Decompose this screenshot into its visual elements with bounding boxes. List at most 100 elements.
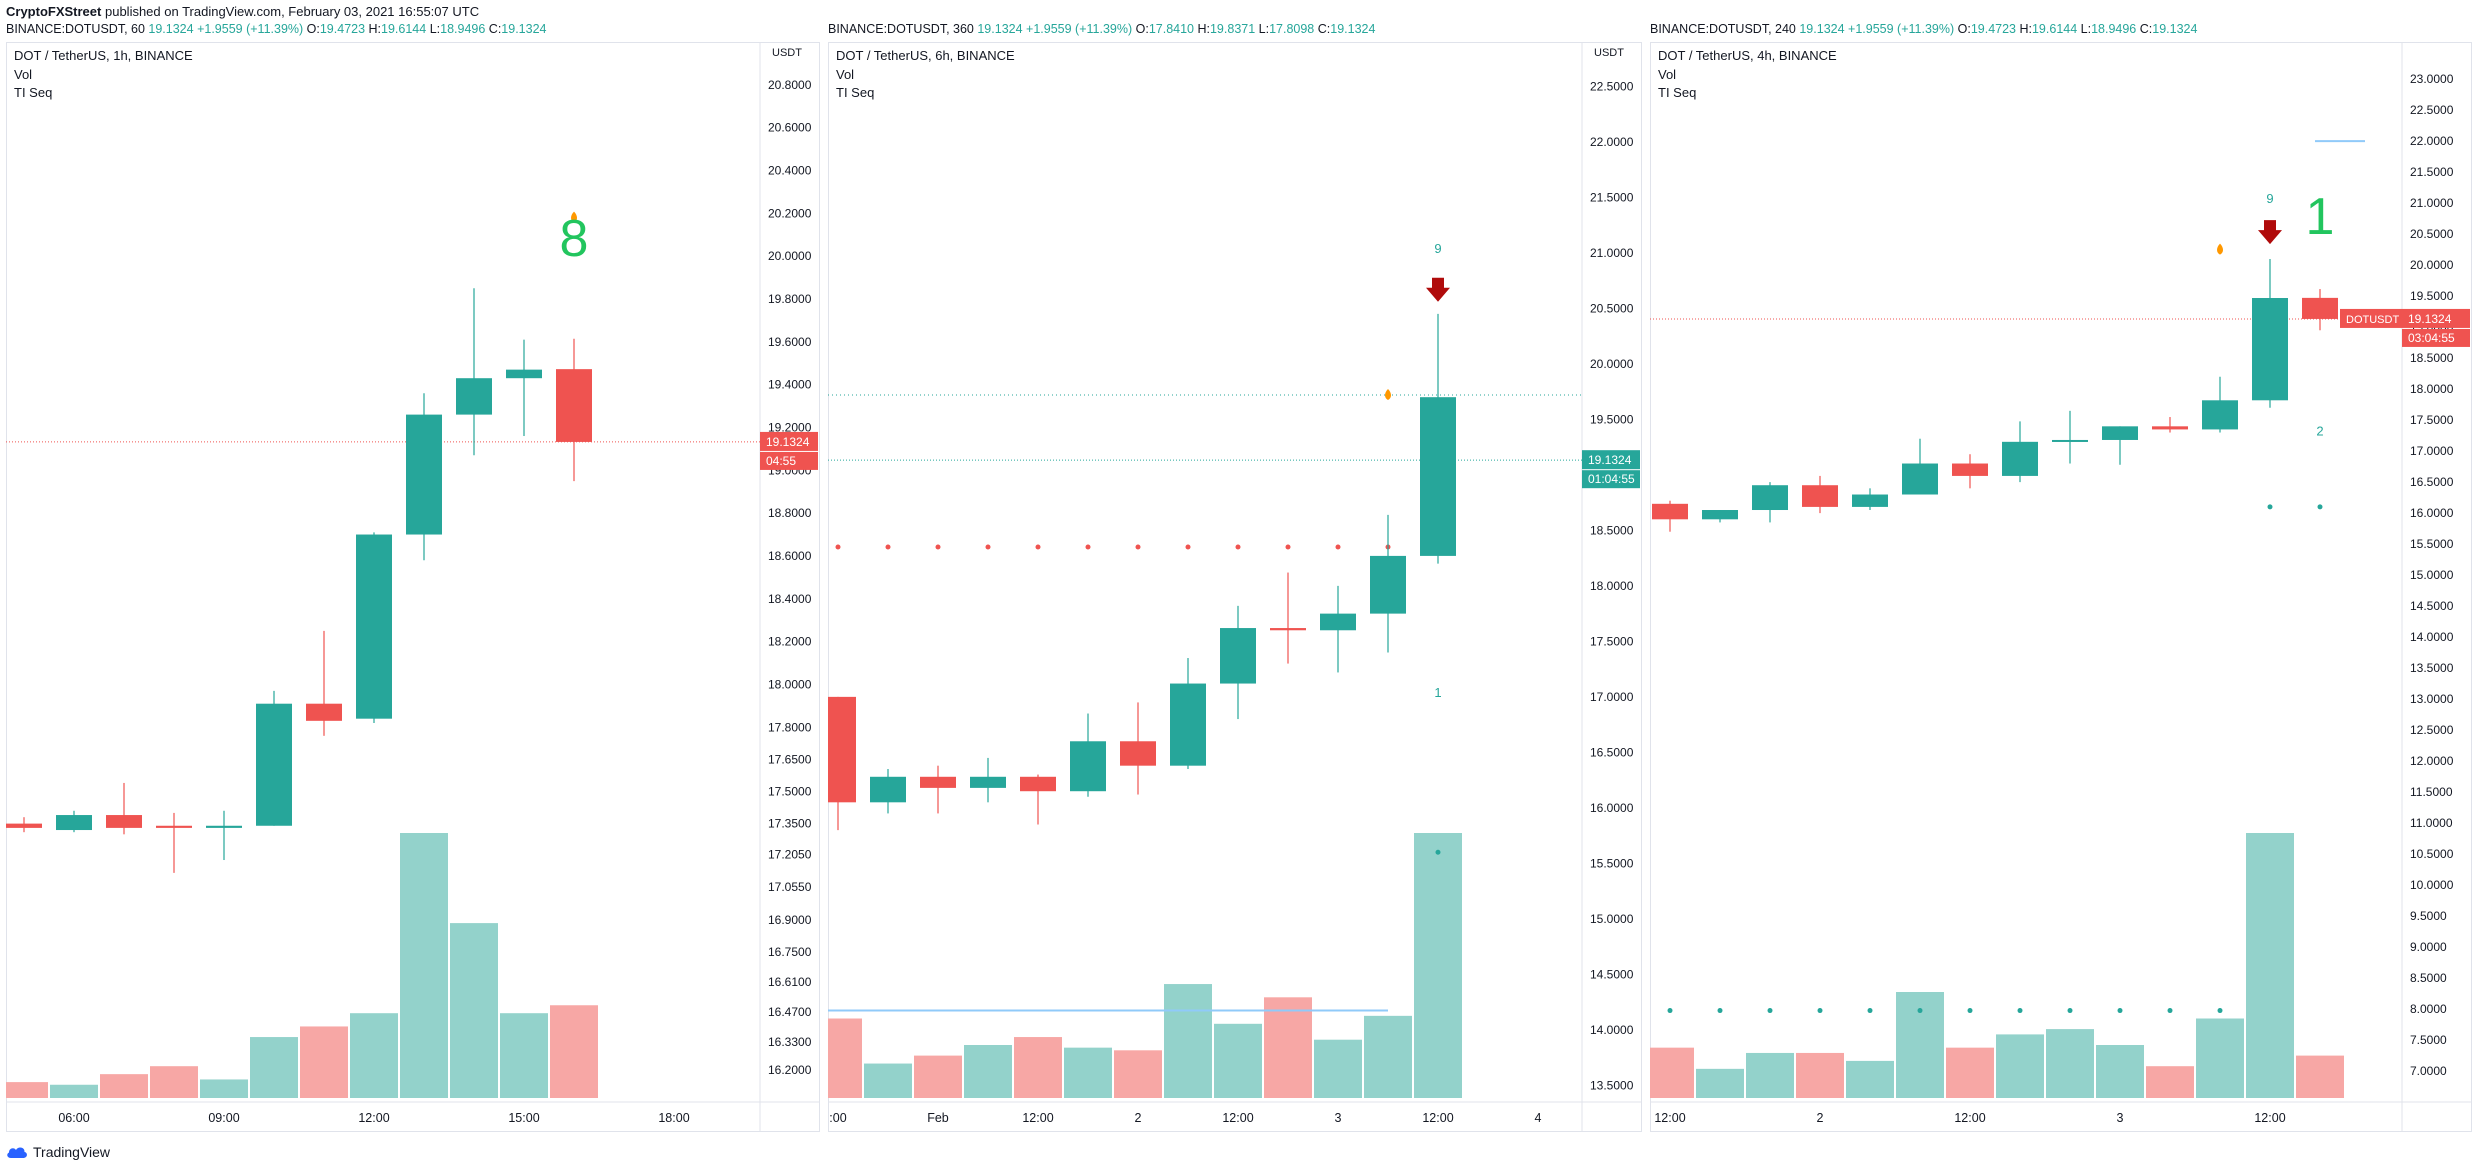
seq-dot xyxy=(1717,1008,1723,1014)
y-tick-label: 13.5000 xyxy=(2410,661,2454,675)
candle-body xyxy=(2102,426,2138,440)
ohlc-line: BINANCE:DOTUSDT, 360 19.1324 +1.9559 (+1… xyxy=(828,22,1376,36)
y-tick-label: 13.5000 xyxy=(1590,1078,1634,1092)
volume-bar xyxy=(1114,1050,1162,1098)
y-tick-label: 20.5000 xyxy=(2410,227,2454,241)
y-tick-label: 15.0000 xyxy=(2410,568,2454,582)
y-tick-label: 16.6100 xyxy=(768,975,812,989)
y-tick-label: 17.6500 xyxy=(768,752,812,766)
y-tick-label: 14.5000 xyxy=(1590,967,1634,981)
candle-body xyxy=(406,414,442,535)
legend-tiseq[interactable]: TI Seq xyxy=(1658,85,1697,100)
volume-bar xyxy=(200,1079,248,1098)
y-tick-label: 10.0000 xyxy=(2410,878,2454,892)
candle-body xyxy=(206,825,242,828)
y-tick-label: 14.0000 xyxy=(2410,630,2454,644)
legend-title[interactable]: DOT / TetherUS, 6h, BINANCE xyxy=(836,48,1015,63)
y-tick-label: 20.5000 xyxy=(1590,301,1634,315)
seq-dot xyxy=(2167,1008,2173,1014)
candle-body xyxy=(6,823,42,828)
volume-bar xyxy=(1696,1068,1744,1098)
legend: DOT / TetherUS, 4h, BINANCE Vol TI Seq xyxy=(1658,48,1837,100)
y-tick-label: 13.0000 xyxy=(2410,692,2454,706)
legend-title[interactable]: DOT / TetherUS, 4h, BINANCE xyxy=(1658,48,1837,63)
y-tick-label: 18.0000 xyxy=(768,677,812,691)
volume-bar xyxy=(1650,1047,1694,1098)
sell-arrow-icon xyxy=(1426,277,1450,302)
y-tick-label: 18.0000 xyxy=(2410,382,2454,396)
legend-tiseq[interactable]: TI Seq xyxy=(14,85,53,100)
chart-panel-4h[interactable]: BINANCE:DOTUSDT, 240 19.1324 +1.9559 (+1… xyxy=(1650,22,2472,1132)
y-tick-label: 16.9000 xyxy=(768,913,812,927)
candle-body xyxy=(356,534,392,719)
candle-body xyxy=(556,369,592,442)
volume-bar xyxy=(1746,1052,1794,1098)
chart-6h[interactable]: 22.5000 22.0000 21.5000 21.0000 20.5000 20.00… xyxy=(828,42,1642,1132)
author-name[interactable]: CryptoFXStreet xyxy=(6,4,102,19)
y-tick-label: 16.2000 xyxy=(768,1063,812,1077)
candle-body xyxy=(1270,628,1306,631)
td-sequential-count-label: 9 xyxy=(2266,191,2273,206)
legend-tiseq[interactable]: TI Seq xyxy=(836,85,875,100)
chart-1h[interactable]: 20.8000 20.6000 20.4000 20.2000 20.0000 19.80… xyxy=(6,42,820,1132)
y-tick-label: 19.5000 xyxy=(2410,289,2454,303)
volume-bar xyxy=(1364,1015,1412,1098)
tdst-dot xyxy=(935,544,941,550)
flame-icon xyxy=(1385,388,1391,400)
tdst-dot xyxy=(1035,544,1041,550)
volume-bar xyxy=(300,1026,348,1098)
last-price-tag xyxy=(760,431,818,451)
countdown-tag xyxy=(2402,328,2470,347)
x-tick-label: 09:00 xyxy=(208,1111,239,1125)
sell-arrow-icon xyxy=(2258,220,2282,245)
candle-body xyxy=(1652,503,1688,520)
candle-body xyxy=(2252,298,2288,401)
x-tick-label: 06:00 xyxy=(58,1111,89,1125)
td-sequential-count-label: 9 xyxy=(1434,241,1441,256)
candle-body xyxy=(870,776,906,803)
x-tick-label: 3 xyxy=(1335,1111,1342,1125)
y-tick-label: 20.0000 xyxy=(768,249,812,263)
volume-bar xyxy=(1414,833,1462,1098)
volume-bar xyxy=(500,1013,548,1098)
volume-bar xyxy=(1796,1052,1844,1098)
x-tick-label: Feb xyxy=(927,1111,949,1125)
legend-vol[interactable]: Vol xyxy=(14,67,33,82)
y-tick-label: 21.0000 xyxy=(1590,246,1634,260)
td-sequential-count-label: 2 xyxy=(2316,424,2323,439)
candle-body xyxy=(828,696,856,803)
candle-body xyxy=(1320,613,1356,631)
candle-body xyxy=(1370,555,1406,614)
seq-dot xyxy=(2017,1008,2023,1014)
volume-bar xyxy=(964,1045,1012,1098)
legend-vol[interactable]: Vol xyxy=(836,67,855,82)
volume-bar xyxy=(1264,997,1312,1098)
y-tick-label: 20.4000 xyxy=(768,163,812,177)
y-tick-label: 22.5000 xyxy=(2410,103,2454,117)
volume-bar xyxy=(1896,992,1944,1098)
candle-body xyxy=(306,703,342,721)
candle-body xyxy=(970,776,1006,788)
candle-body xyxy=(1070,741,1106,792)
tradingview-logo[interactable]: TradingView xyxy=(6,1144,110,1160)
legend-vol[interactable]: Vol xyxy=(1658,67,1677,82)
chart-panel-1h[interactable]: BINANCE:DOTUSDT, 60 19.1324 +1.9559 (+11… xyxy=(6,22,820,1132)
chart-panel-6h[interactable]: BINANCE:DOTUSDT, 360 19.1324 +1.9559 (+1… xyxy=(828,22,1642,1132)
countdown-tag xyxy=(760,451,818,470)
candle-body xyxy=(1170,683,1206,766)
seq-dot xyxy=(2067,1008,2073,1014)
volume-bar xyxy=(6,1082,48,1098)
seq-dot xyxy=(1817,1008,1823,1014)
y-tick-label: 15.5000 xyxy=(2410,537,2454,551)
volume-bar xyxy=(100,1074,148,1098)
volume-bar xyxy=(1164,984,1212,1098)
axis-unit-label: USDT xyxy=(1594,47,1624,59)
legend-title[interactable]: DOT / TetherUS, 1h, BINANCE xyxy=(14,48,193,63)
volume-bar xyxy=(250,1037,298,1098)
y-tick-label: 16.5000 xyxy=(1590,745,1634,759)
tdst-dot xyxy=(1285,544,1291,550)
y-tick-label: 19.6000 xyxy=(768,335,812,349)
seq-dot xyxy=(1667,1008,1673,1014)
tdst-dot xyxy=(1185,544,1191,550)
chart-4h[interactable]: 23.0000 22.5000 22.0000 21.5000 21.0000 20.50… xyxy=(1650,42,2472,1132)
